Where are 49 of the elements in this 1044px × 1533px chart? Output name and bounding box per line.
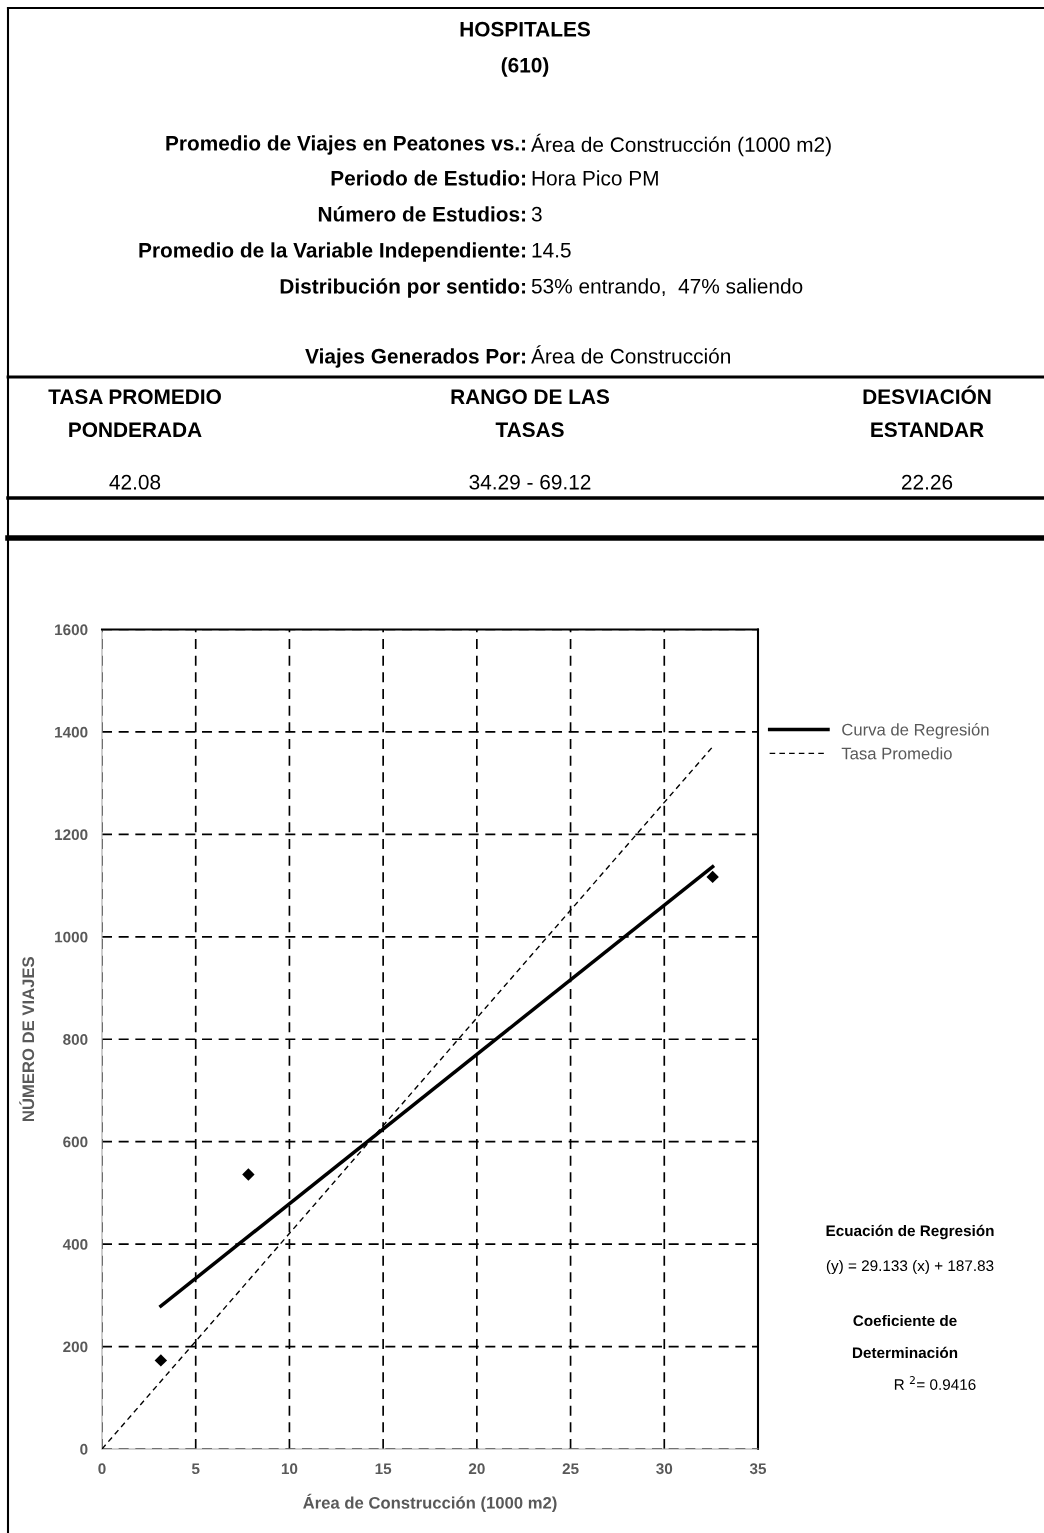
y-tick-label: 600 [63,1136,88,1148]
x-axis-title: Área de Construcción (1000 m2) [303,1493,557,1513]
text: Área de Construcción [531,345,730,364]
point [242,1168,255,1181]
text: Promedio de Viajes en Peatones vs.: [166,135,526,155]
text: Viajes Generados Por: [305,348,526,368]
y-tick-label: 1400 [55,726,88,738]
legend-label: Curva de Regresión [842,723,989,739]
y-tick-label: 1000 [55,931,88,943]
text: 42.08 [109,474,161,490]
text: RANGO DE LAS TASAS [451,389,610,438]
y-axis-title: NÚMERO DE VIAJES [19,957,35,1122]
text: Periodo de Estudio: [331,170,526,186]
text: Número de Estudios: [318,206,526,222]
text: HOSPITALES [460,21,590,37]
point [154,1354,168,1367]
text: Coeficiente de [853,1314,957,1327]
text: R $^{2}$= 0.9416 [894,1376,976,1390]
y-tick-label: 0 [80,1443,88,1455]
y-tick-label: 1200 [55,829,88,841]
point [706,870,719,884]
legend-label: Tasa Promedio [841,747,952,760]
text: 14.5 [532,243,571,258]
x-tick-label: 15 [375,1463,392,1475]
text: 53% entrando, 47% saliendo [531,278,803,297]
x-tick-label: 30 [656,1463,673,1475]
text: 3 [531,206,542,222]
text: DESVIACIÓN ESTANDAR [863,385,991,438]
text: Promedio de la Variable Independiente: [139,242,526,262]
x-tick-label: 10 [281,1463,298,1475]
y-tick-label: 1600 [55,624,88,636]
text: Ecuación de Regresión [826,1224,994,1240]
text: Distribución por sentido: [280,278,526,298]
x-tick-label: 35 [749,1463,767,1475]
x-tick-label: 25 [562,1463,579,1475]
text: Área de Construcción (1000 m2) [531,133,831,157]
y-tick-label: 200 [63,1341,88,1353]
y-tick-label: 400 [62,1238,88,1250]
x-tick-label: 20 [468,1463,485,1475]
text: (y) = 29.133 (x) + 187.83 [826,1259,994,1275]
text: (610) [501,57,549,77]
x-tick-label: 5 [191,1463,200,1475]
text: Determinación [852,1346,958,1359]
text: Hora Pico PM [532,170,658,186]
text: 22.26 [901,474,953,490]
y-tick-label: 800 [63,1034,88,1045]
x-tick-label: 0 [98,1463,106,1475]
text: 34.29 - 69.12 [469,474,591,490]
text: TASA PROMEDIO PONDERADA [48,389,221,438]
